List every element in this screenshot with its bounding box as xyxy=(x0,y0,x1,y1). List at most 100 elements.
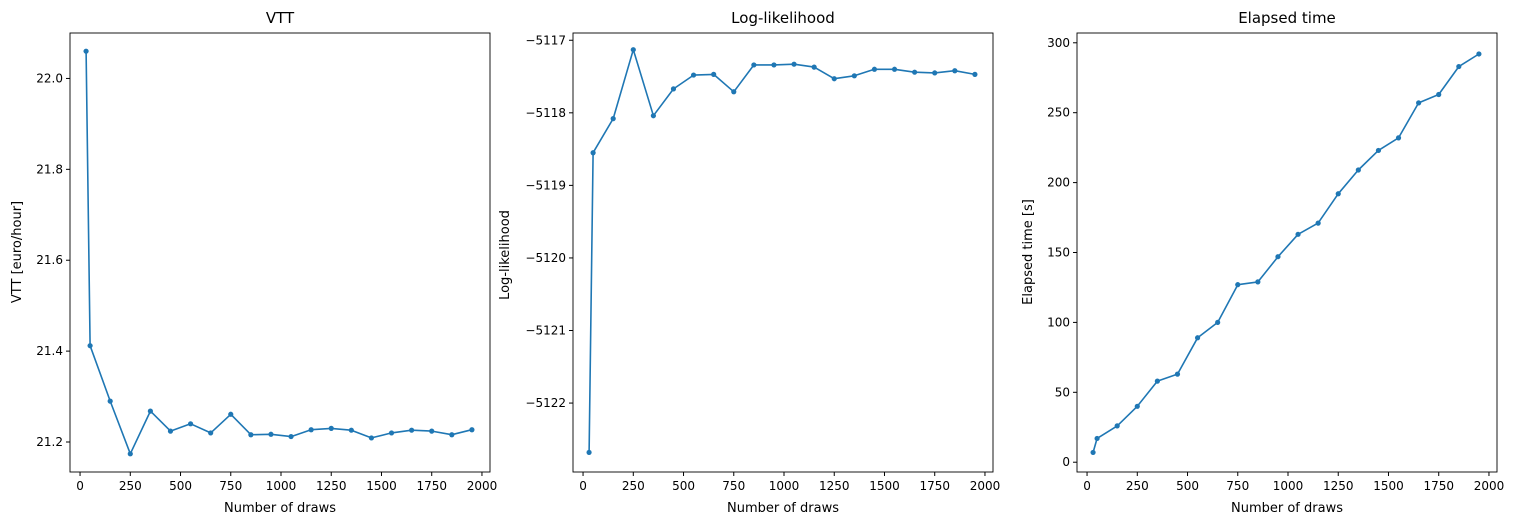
data-point xyxy=(811,64,817,70)
data-point xyxy=(368,435,375,441)
x-tick-label: 1750 xyxy=(919,479,950,493)
x-tick-label: 500 xyxy=(1176,479,1199,493)
data-point xyxy=(630,47,636,53)
y-tick-label: 50 xyxy=(1055,385,1070,399)
data-point xyxy=(409,427,415,433)
y-axis-label-loglikelihood: Log-likelihood xyxy=(498,210,513,300)
data-point xyxy=(449,432,455,438)
y-tick-label: 200 xyxy=(1047,176,1070,190)
data-point xyxy=(1315,220,1321,226)
data-point xyxy=(771,62,777,68)
data-point xyxy=(288,433,294,440)
x-axis-label-elapsed-time: Number of draws xyxy=(1231,501,1343,516)
chart-title-elapsed-time: Elapsed time xyxy=(1238,9,1336,27)
data-point xyxy=(891,66,898,72)
x-tick-label: 2000 xyxy=(1474,479,1505,493)
chart-panel-vtt: 0 250 500 750 1000 1250 1500 1750 2000 21.2 21.4 21… xyxy=(10,9,497,516)
elapsed-time-plot-area: 0 250 500 750 1000 1250 1500 1750 2000 0 50 100 150 2… xyxy=(1047,32,1505,493)
data-point xyxy=(972,71,978,77)
vtt-plot-area: 0 250 500 750 1000 1250 1500 1750 2000 21.2 21.4 21… xyxy=(36,32,498,493)
x-tick-label: 1000 xyxy=(769,479,800,493)
data-point xyxy=(670,86,677,92)
chart-panel-loglikelihood: 0 250 500 750 1000 1250 1500 1750 2000 −5122 −5121… xyxy=(498,9,1000,516)
data-point xyxy=(791,61,797,67)
data-point xyxy=(328,425,334,431)
data-point xyxy=(429,428,435,434)
data-point xyxy=(1476,51,1482,57)
data-point xyxy=(1235,282,1241,288)
data-point xyxy=(1194,335,1201,341)
y-tick-label: 0 xyxy=(1062,455,1070,469)
data-point xyxy=(87,343,93,349)
x-tick-label: 1500 xyxy=(366,479,397,493)
x-tick-label: 500 xyxy=(672,479,695,493)
data-point xyxy=(1456,63,1462,70)
data-point xyxy=(912,69,918,75)
y-tick-label: −5117 xyxy=(525,33,566,47)
axes-frame-loglikelihood xyxy=(572,32,994,473)
y-tick-label: −5121 xyxy=(525,324,566,338)
data-point xyxy=(871,66,878,72)
x-tick-label: 750 xyxy=(1226,479,1249,493)
x-axis-label-loglikelihood: Number of draws xyxy=(727,501,839,516)
chart-title-loglikelihood: Log-likelihood xyxy=(731,9,835,27)
loglikelihood-plot-area: 0 250 500 750 1000 1250 1500 1750 2000 −5122 −5121… xyxy=(525,32,1000,493)
x-tick-label: 0 xyxy=(76,479,84,493)
data-point xyxy=(1094,435,1100,442)
data-point xyxy=(1114,423,1120,429)
data-point xyxy=(731,89,737,95)
data-point xyxy=(83,48,89,54)
data-point xyxy=(469,427,475,433)
data-point xyxy=(1255,279,1261,285)
data-point xyxy=(228,411,234,417)
data-point xyxy=(208,430,214,436)
x-tick-label: 2000 xyxy=(467,479,498,493)
data-point xyxy=(1174,371,1181,377)
data-point xyxy=(1355,167,1361,173)
y-tick-label: 150 xyxy=(1047,246,1070,260)
y-tick-label: 21.6 xyxy=(36,253,63,267)
x-tick-label: 1750 xyxy=(416,479,447,493)
x-tick-label: 0 xyxy=(1083,479,1091,493)
chart-panel-elapsed-time: 0 250 500 750 1000 1250 1500 1750 2000 0 50 100 150 2… xyxy=(1021,9,1504,516)
x-tick-label: 1250 xyxy=(316,479,347,493)
data-point xyxy=(1335,191,1341,197)
x-tick-label: 1250 xyxy=(1323,479,1354,493)
y-tick-label: 21.2 xyxy=(36,435,63,449)
chart-title-vtt: VTT xyxy=(266,9,295,27)
data-point xyxy=(610,116,616,122)
x-tick-label: 1750 xyxy=(1423,479,1454,493)
data-point xyxy=(1395,135,1402,141)
data-point xyxy=(650,113,656,119)
data-point xyxy=(586,449,592,456)
data-point xyxy=(127,451,133,457)
data-point xyxy=(1416,100,1422,106)
data-point xyxy=(388,430,395,436)
data-point xyxy=(268,431,274,437)
y-tick-label: 21.8 xyxy=(36,162,63,176)
x-tick-label: 250 xyxy=(1126,479,1149,493)
y-tick-label: −5119 xyxy=(525,178,566,192)
data-point xyxy=(248,432,254,438)
data-point xyxy=(1295,231,1301,237)
data-point xyxy=(308,427,314,433)
data-point xyxy=(348,427,354,433)
data-point xyxy=(187,421,194,427)
y-tick-label: 21.4 xyxy=(36,344,63,358)
x-tick-label: 0 xyxy=(579,479,587,493)
x-axis-label-vtt: Number of draws xyxy=(224,501,336,516)
x-tick-label: 250 xyxy=(119,479,142,493)
data-point xyxy=(1436,91,1442,98)
data-point xyxy=(1090,449,1096,456)
data-point xyxy=(107,398,113,404)
data-point xyxy=(1134,403,1140,409)
data-point xyxy=(952,68,958,74)
data-point xyxy=(1215,319,1221,326)
x-tick-label: 500 xyxy=(169,479,192,493)
data-point xyxy=(751,62,757,68)
x-tick-label: 750 xyxy=(219,479,242,493)
y-tick-label: −5118 xyxy=(525,106,566,120)
data-point xyxy=(1154,378,1160,384)
